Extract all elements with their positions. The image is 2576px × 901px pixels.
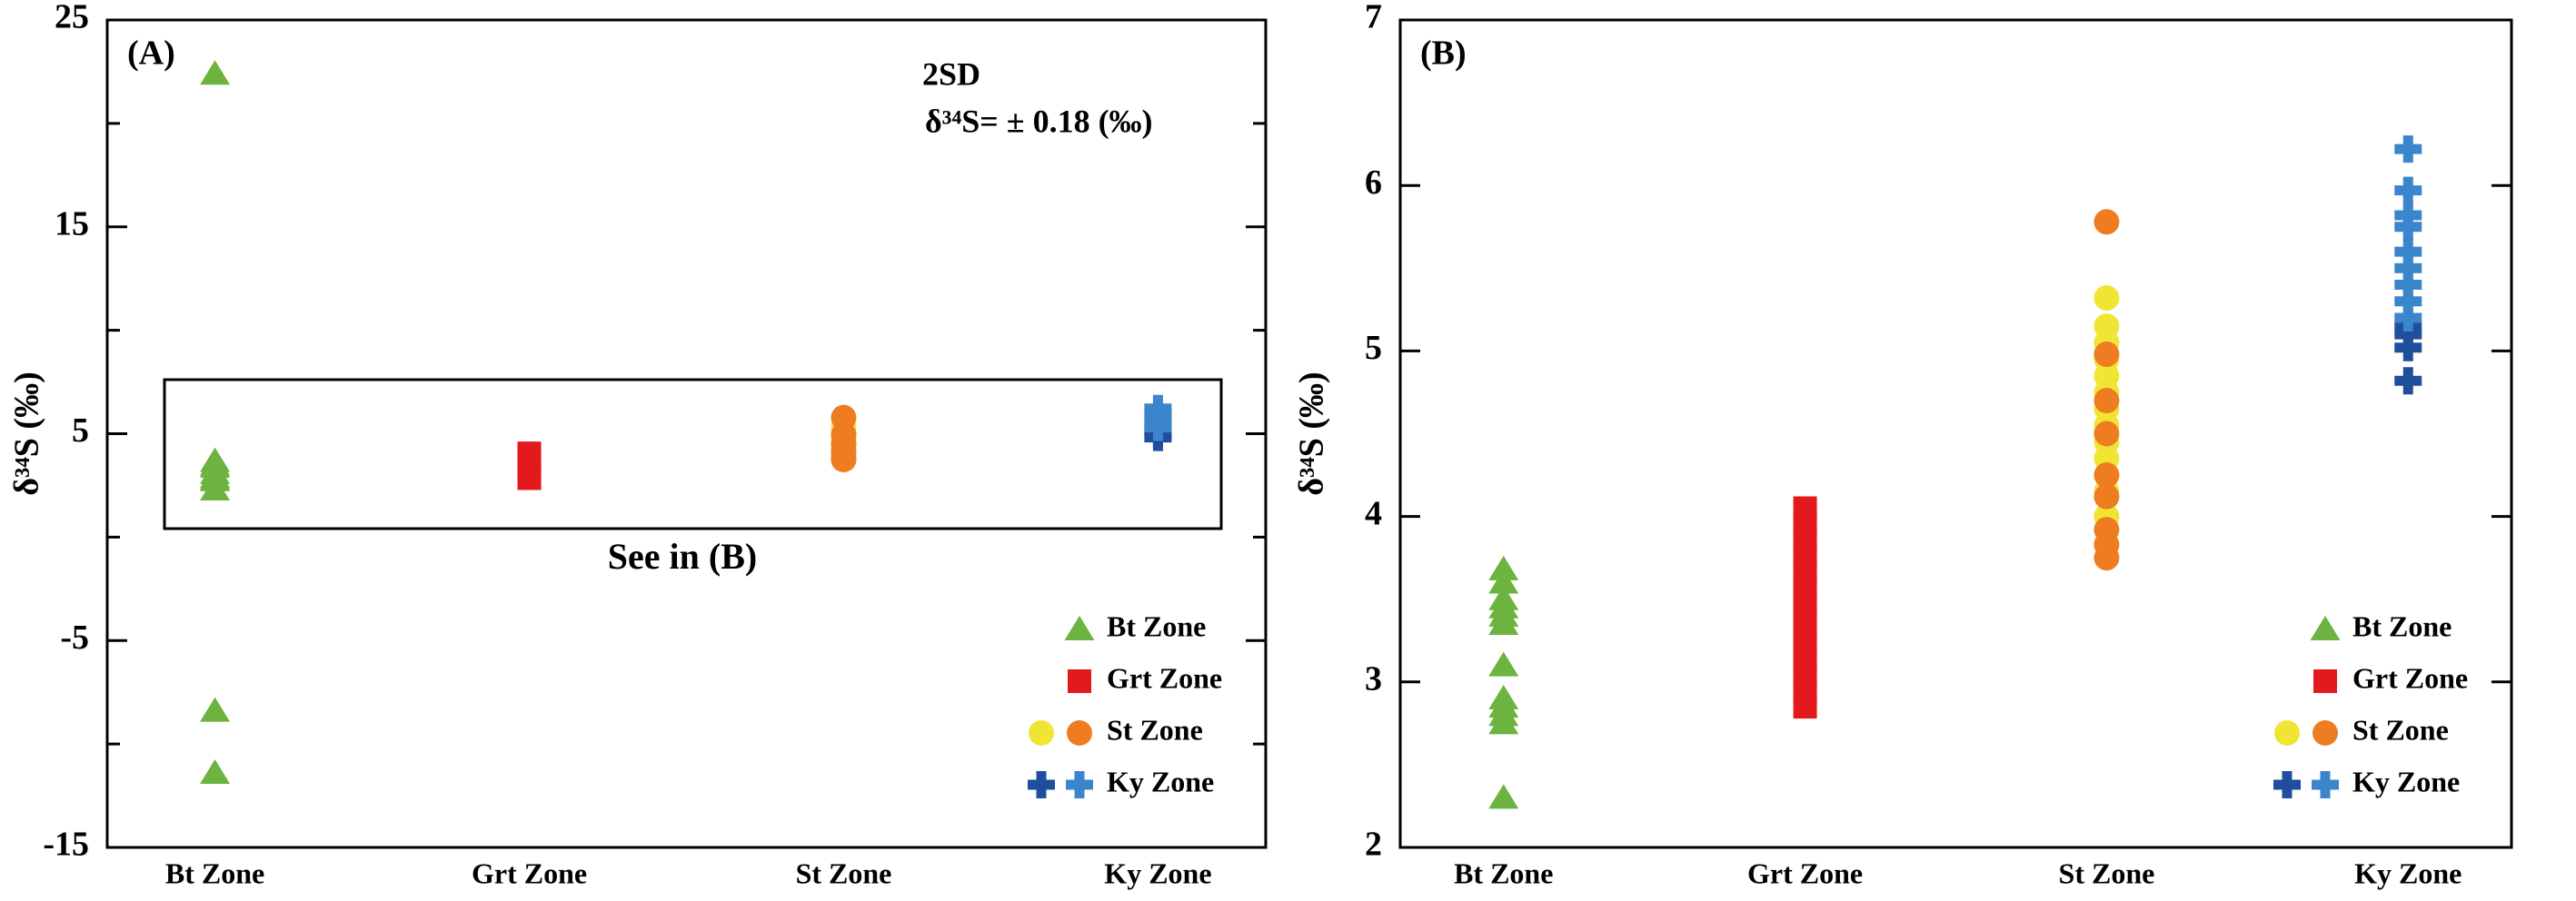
y-tick-label: 3 bbox=[1365, 660, 1382, 698]
x-tick-label: Bt Zone bbox=[165, 856, 264, 889]
data-point bbox=[2094, 421, 2120, 447]
data-point bbox=[2394, 271, 2422, 299]
legend-label: Grt Zone bbox=[2352, 661, 2468, 694]
legend-label: Ky Zone bbox=[2352, 765, 2460, 797]
y-tick-label: 25 bbox=[55, 0, 89, 36]
data-point bbox=[1488, 555, 1519, 580]
annotation: 2SD bbox=[922, 55, 980, 92]
data-point bbox=[200, 60, 231, 85]
data-point bbox=[2394, 367, 2422, 395]
data-point bbox=[1144, 413, 1172, 441]
data-point bbox=[2394, 287, 2422, 315]
plot-frame bbox=[1398, 18, 2513, 849]
data-point bbox=[2094, 462, 2120, 489]
annotation: δ³⁴S= ± 0.18 (‰) bbox=[925, 103, 1153, 139]
panel-label: (A) bbox=[127, 35, 175, 73]
legend-label: St Zone bbox=[1107, 713, 1203, 746]
data-point bbox=[2094, 388, 2120, 414]
y-tick-label: -15 bbox=[43, 826, 89, 864]
data-point bbox=[2394, 135, 2422, 163]
y-tick-label: 5 bbox=[1365, 329, 1382, 367]
y-tick-label: 15 bbox=[55, 204, 89, 243]
data-point bbox=[830, 446, 857, 472]
y-tick-label: 5 bbox=[72, 411, 89, 450]
data-point bbox=[2394, 303, 2422, 332]
legend-marker bbox=[1067, 720, 1092, 746]
legend-marker bbox=[2274, 720, 2300, 746]
legend-marker bbox=[1029, 720, 1054, 746]
data-point bbox=[200, 759, 231, 785]
y-tick-label: 7 bbox=[1365, 0, 1382, 36]
data-point bbox=[1488, 651, 1519, 677]
legend-marker bbox=[1066, 771, 1093, 798]
y-axis-label: δ³⁴S (‰) bbox=[1293, 371, 1331, 495]
data-point bbox=[2094, 545, 2120, 571]
legend-marker bbox=[2313, 669, 2337, 693]
data-point bbox=[2394, 176, 2422, 204]
data-point bbox=[200, 475, 231, 500]
data-point bbox=[200, 697, 231, 722]
plot-frame bbox=[105, 18, 1268, 849]
legend-label: Ky Zone bbox=[1107, 765, 1214, 797]
data-point bbox=[1488, 569, 1519, 594]
panel-label: (B) bbox=[1420, 35, 1467, 73]
data-point bbox=[1488, 709, 1519, 735]
data-point bbox=[1488, 610, 1519, 636]
legend-label: Bt Zone bbox=[2352, 609, 2452, 642]
legend-marker bbox=[2312, 720, 2338, 746]
y-tick-label: -5 bbox=[60, 619, 89, 657]
legend-marker bbox=[2310, 616, 2341, 640]
data-point bbox=[1793, 496, 1817, 520]
data-point bbox=[2394, 213, 2422, 241]
y-tick-label: 6 bbox=[1365, 163, 1382, 202]
data-point bbox=[517, 441, 542, 466]
x-tick-label: St Zone bbox=[796, 856, 892, 889]
legend-label: St Zone bbox=[2352, 713, 2449, 746]
legend-marker bbox=[2273, 771, 2301, 798]
data-point bbox=[1488, 784, 1519, 809]
x-tick-label: Grt Zone bbox=[472, 856, 587, 889]
data-point bbox=[2094, 483, 2120, 510]
y-tick-label: 4 bbox=[1365, 494, 1382, 532]
x-tick-label: Ky Zone bbox=[1104, 856, 1211, 889]
data-point bbox=[2094, 342, 2120, 368]
legend-marker bbox=[1064, 616, 1095, 640]
annotation: See in (B) bbox=[608, 536, 757, 577]
data-point bbox=[2394, 254, 2422, 282]
data-point bbox=[2094, 209, 2120, 235]
y-axis-label: δ³⁴S (‰) bbox=[8, 371, 46, 495]
x-tick-label: Ky Zone bbox=[2354, 856, 2462, 889]
legend-marker bbox=[1068, 669, 1091, 693]
x-tick-label: Grt Zone bbox=[1747, 856, 1863, 889]
legend-label: Bt Zone bbox=[1107, 609, 1206, 642]
legend-marker bbox=[1028, 771, 1055, 798]
data-point bbox=[2394, 333, 2422, 361]
legend-marker bbox=[2312, 771, 2339, 798]
x-tick-label: St Zone bbox=[2059, 856, 2155, 889]
y-tick-label: 2 bbox=[1365, 826, 1382, 864]
inset-box bbox=[163, 378, 1223, 530]
legend-label: Grt Zone bbox=[1107, 661, 1222, 694]
x-tick-label: Bt Zone bbox=[1454, 856, 1553, 889]
data-point bbox=[2394, 238, 2422, 266]
data-point bbox=[2094, 285, 2120, 312]
